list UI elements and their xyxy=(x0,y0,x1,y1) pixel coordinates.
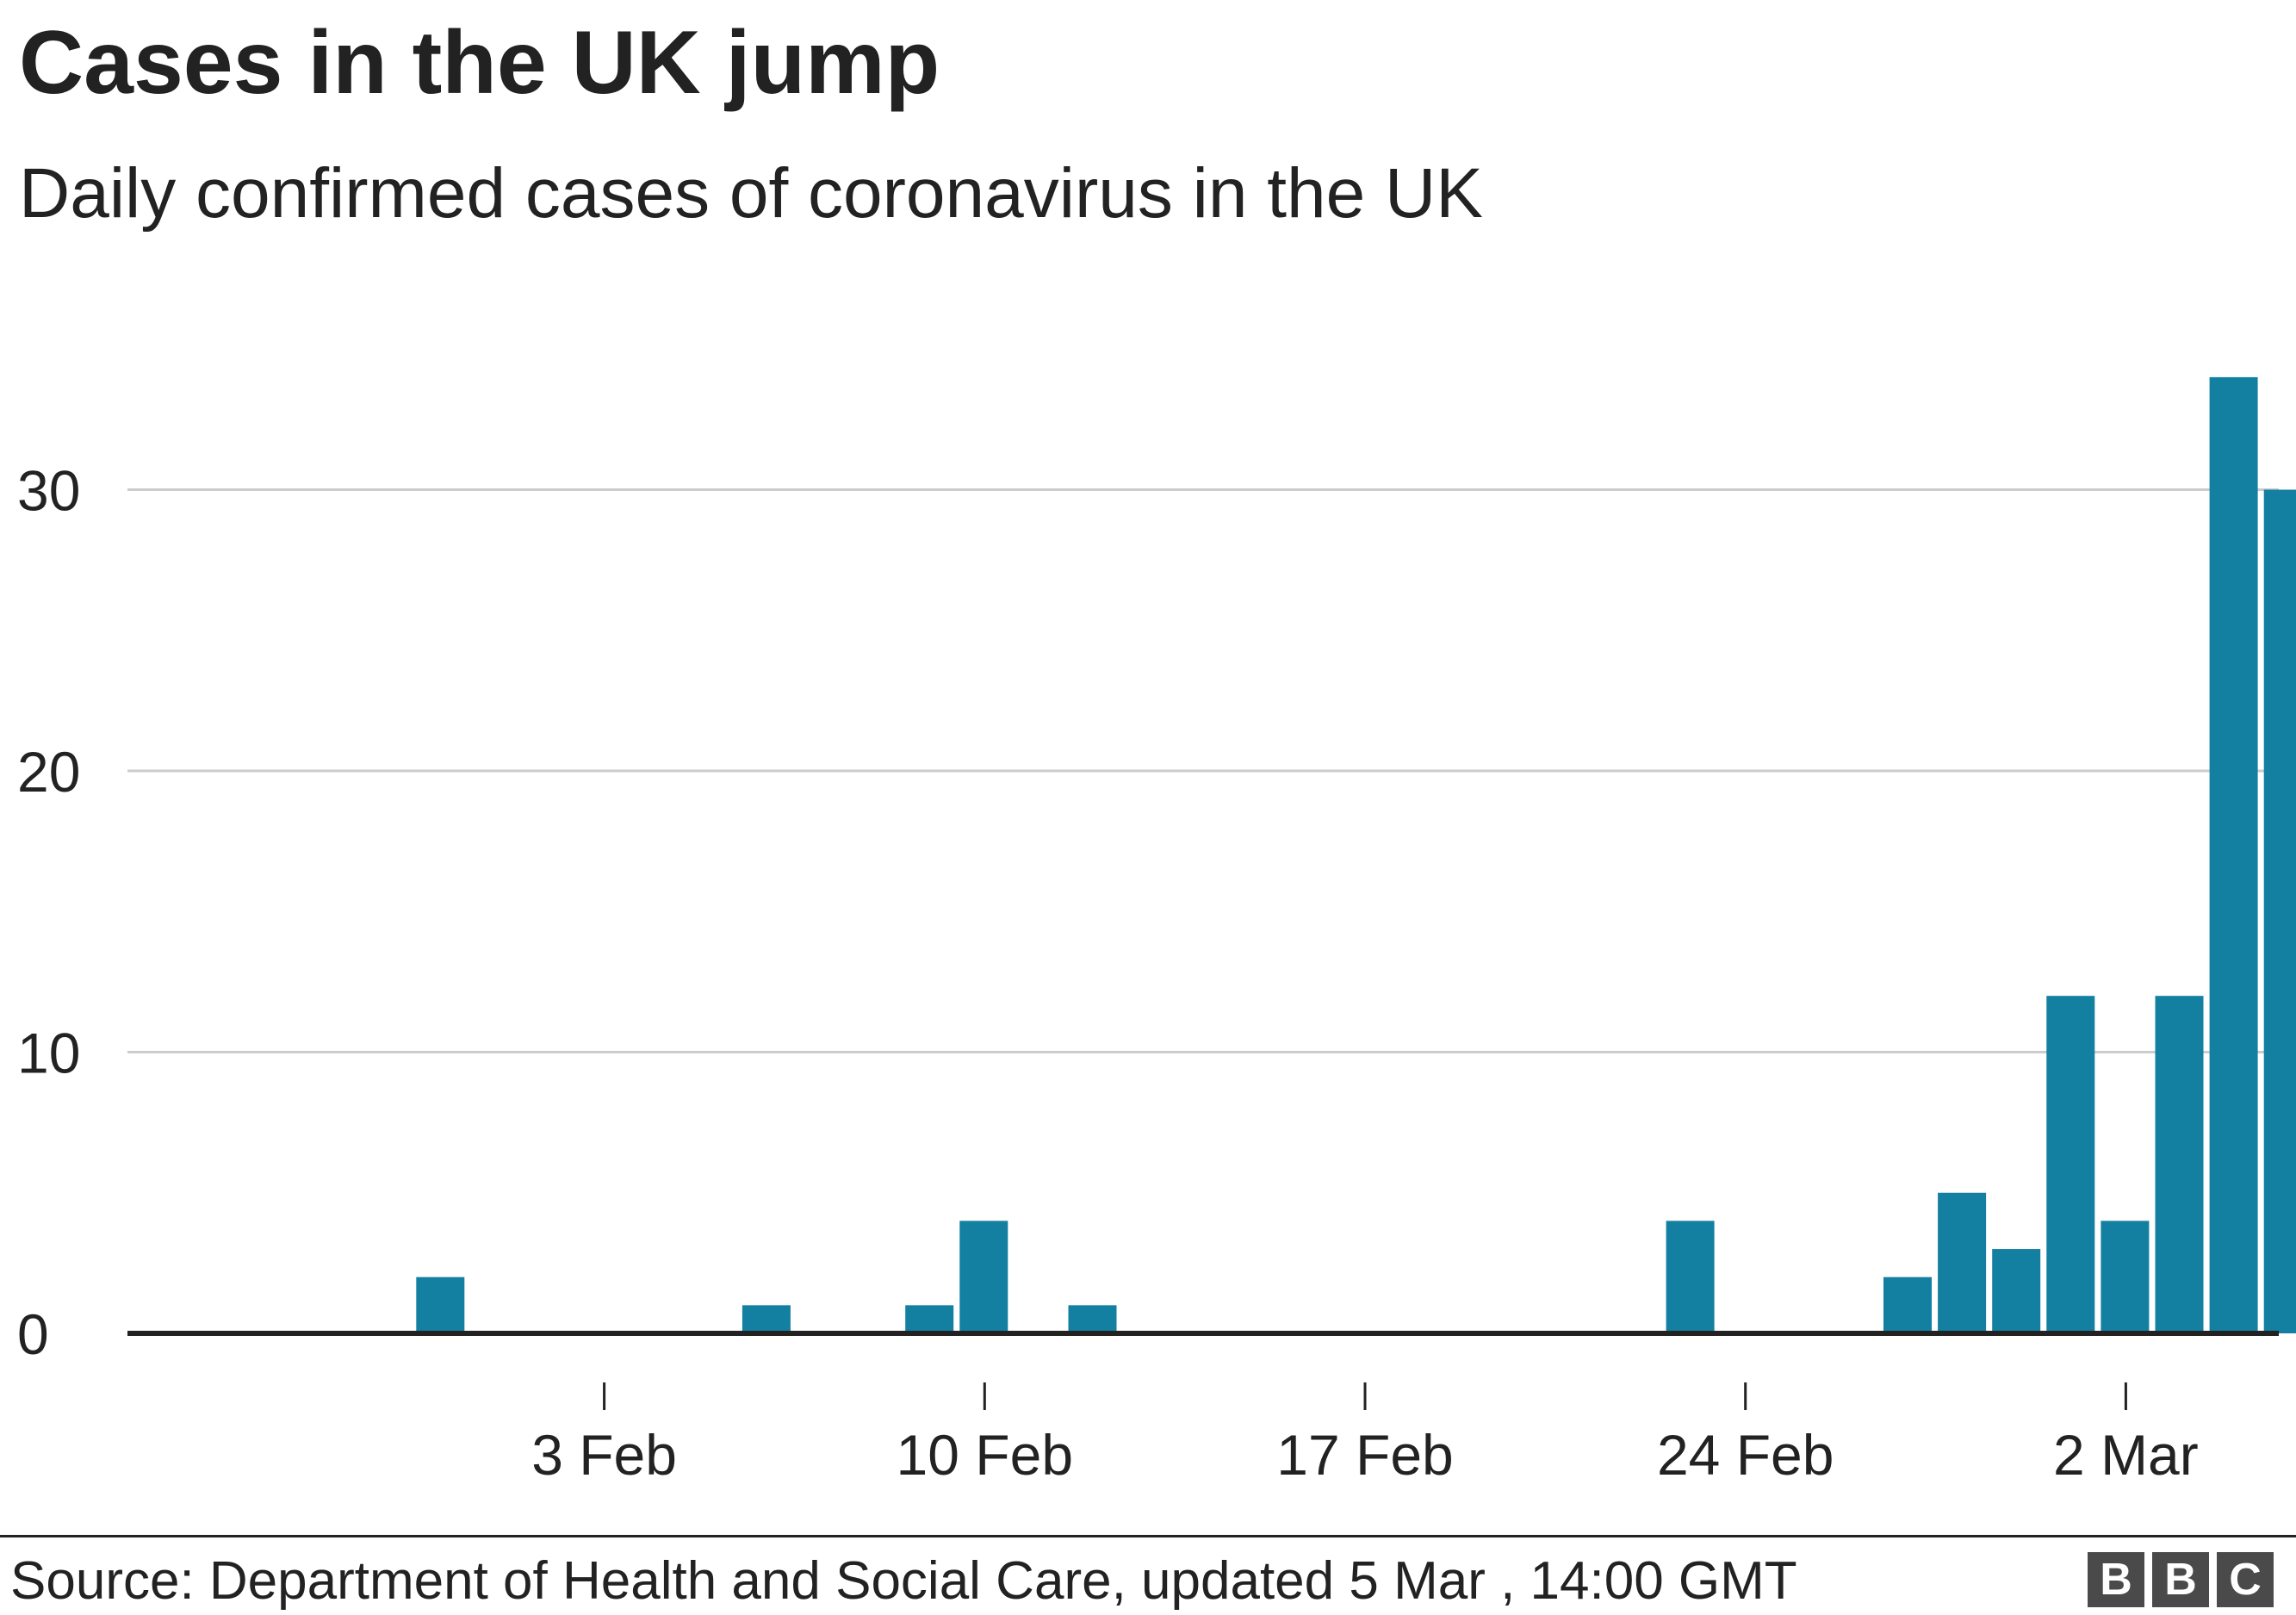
x-tick-label: 17 Feb xyxy=(1276,1423,1453,1487)
bar xyxy=(742,1305,791,1333)
bar xyxy=(1992,1249,2041,1333)
bar xyxy=(905,1305,954,1333)
bar xyxy=(1068,1305,1117,1333)
x-axis-ticks: 3 Feb 10 Feb 17 Feb 24 Feb 2 Mar xyxy=(531,1382,2199,1487)
bar xyxy=(2209,376,2258,1333)
bar xyxy=(1883,1276,1932,1333)
bar-chart: 0 10 20 30 3 Feb 10 Feb 17 Feb 24 Feb 2 Mar xyxy=(17,376,2296,1487)
bbc-logo-letter: C xyxy=(2217,1552,2274,1607)
bar xyxy=(2046,996,2095,1333)
bar xyxy=(2101,1221,2150,1333)
bars xyxy=(416,376,2296,1333)
bar xyxy=(1666,1221,1715,1333)
y-axis-tick-labels: 0 10 20 30 xyxy=(17,459,80,1367)
y-tick-label: 30 xyxy=(17,459,80,523)
footer-divider xyxy=(0,1535,2296,1537)
x-tick-label: 24 Feb xyxy=(1657,1423,1834,1487)
y-tick-label: 0 xyxy=(17,1302,49,1366)
bbc-logo-letter: B xyxy=(2088,1552,2144,1607)
bbc-logo: B B C xyxy=(2088,1552,2274,1607)
x-tick-label: 10 Feb xyxy=(897,1423,1073,1487)
bbc-logo-letter: B xyxy=(2152,1552,2209,1607)
bar xyxy=(2263,489,2296,1333)
bar xyxy=(1938,1192,1987,1333)
x-tick-label: 2 Mar xyxy=(2053,1423,2199,1487)
chart-title: Cases in the UK jump xyxy=(19,13,940,113)
bar xyxy=(959,1221,1008,1333)
grid-lines xyxy=(127,488,2279,1053)
source-note: Source: Department of Health and Social … xyxy=(10,1551,1797,1611)
x-tick-label: 3 Feb xyxy=(531,1423,677,1487)
y-tick-label: 10 xyxy=(17,1022,80,1085)
bar xyxy=(416,1276,465,1333)
chart-subtitle: Daily confirmed cases of coronavirus in … xyxy=(19,154,1483,233)
bar xyxy=(2155,996,2204,1333)
y-tick-label: 20 xyxy=(17,740,80,804)
